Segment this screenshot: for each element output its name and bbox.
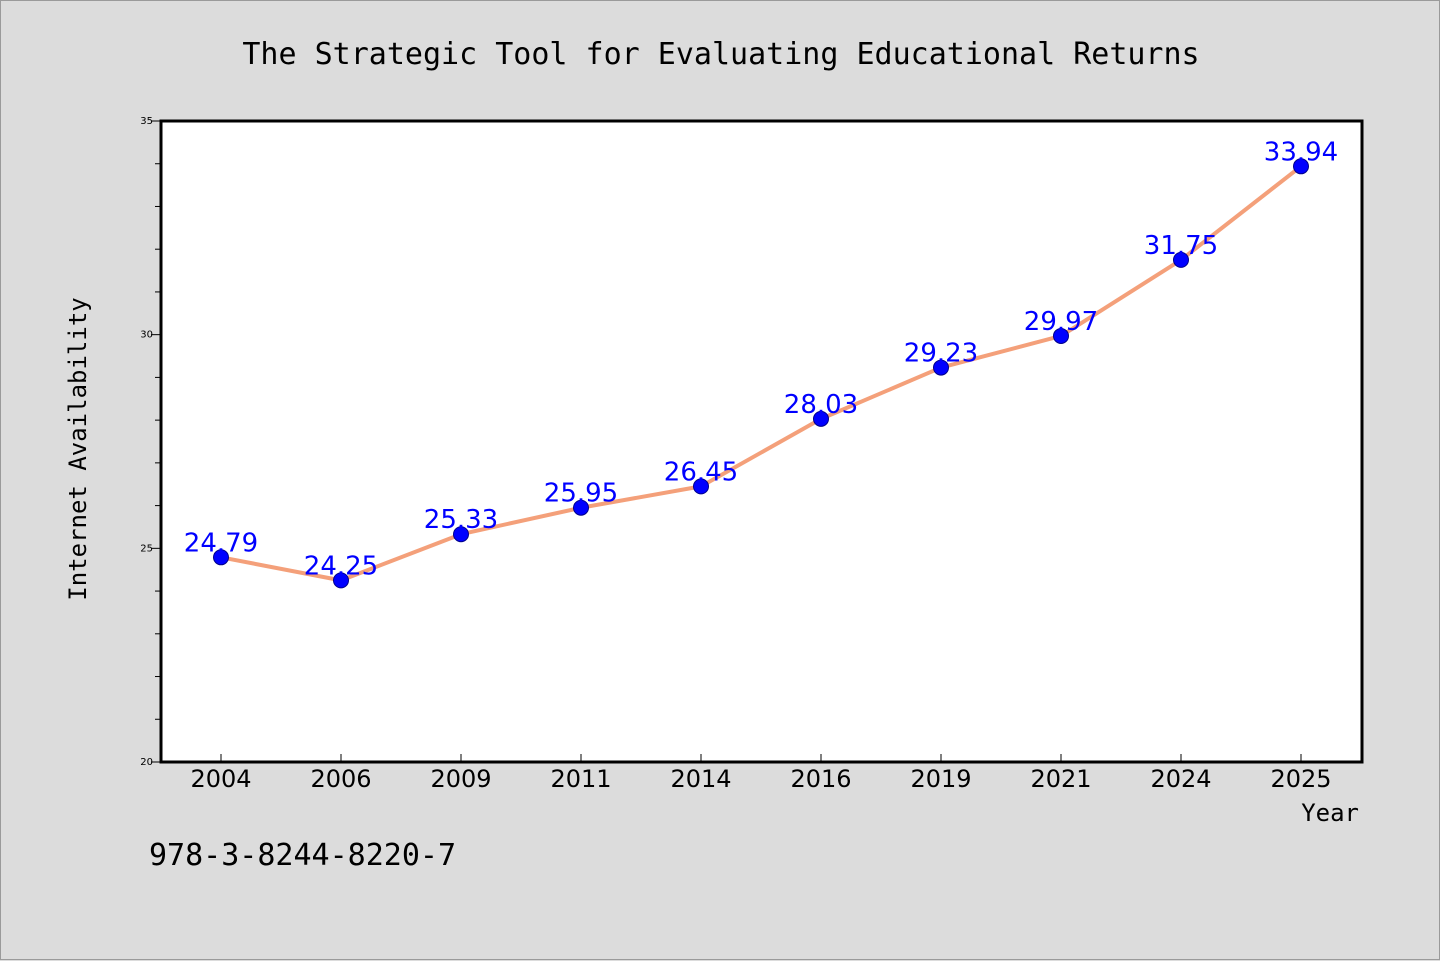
y-tick-label: 25 [140,543,153,554]
data-label: 25.95 [544,479,618,509]
data-label: 25.33 [424,505,498,535]
data-point [1173,251,1189,268]
data-point [333,572,349,589]
data-label: 33.94 [1264,137,1338,167]
data-label: 31.75 [1144,231,1218,261]
data-label: 26.45 [664,457,738,487]
x-tick-label: 2019 [910,765,971,793]
isbn-footnote: 978-3-8244-8220-7 [149,838,456,873]
x-tick-label: 2014 [670,765,731,793]
x-axis: 2004 2006 2009 2011 2014 2016 2019 2021 2024 2025 [190,754,1332,793]
x-tick-label: 2006 [310,765,371,793]
x-tick-label: 2004 [190,765,251,793]
data-point [1053,327,1069,344]
data-label: 29.97 [1024,307,1098,337]
y-tick-label: 30 [140,330,153,341]
x-tick-label: 2009 [430,765,491,793]
data-label: 28.03 [784,390,858,420]
y-tick-label: 20 [140,757,153,768]
data-point [453,526,469,543]
data-point [1293,158,1309,175]
y-axis-title: Internet Availability [64,297,92,600]
x-tick-label: 2016 [790,765,851,793]
data-point [933,359,949,376]
y-tick-label: 35 [140,116,153,127]
data-label: 24.25 [304,551,378,581]
data-point [573,499,589,516]
x-tick-label: 2024 [1150,765,1211,793]
x-tick-label: 2021 [1030,765,1091,793]
series-layer: 24.79 24.25 25.33 25.95 26.45 28.03 29.23 29.97… [184,137,1338,589]
data-point [693,478,709,495]
x-tick-label: 2025 [1270,765,1331,793]
plot-area [159,119,1364,764]
data-point [213,549,229,566]
series-line [219,164,1303,583]
chart-title: The Strategic Tool for Evaluating Educat… [242,37,1199,72]
x-tick-label: 2011 [550,765,611,793]
y-axis: 20 25 30 35 [140,116,161,768]
data-label: 24.79 [184,528,258,558]
data-point [813,410,829,427]
x-axis-title: Year [1301,799,1359,827]
data-label: 29.23 [904,339,978,369]
